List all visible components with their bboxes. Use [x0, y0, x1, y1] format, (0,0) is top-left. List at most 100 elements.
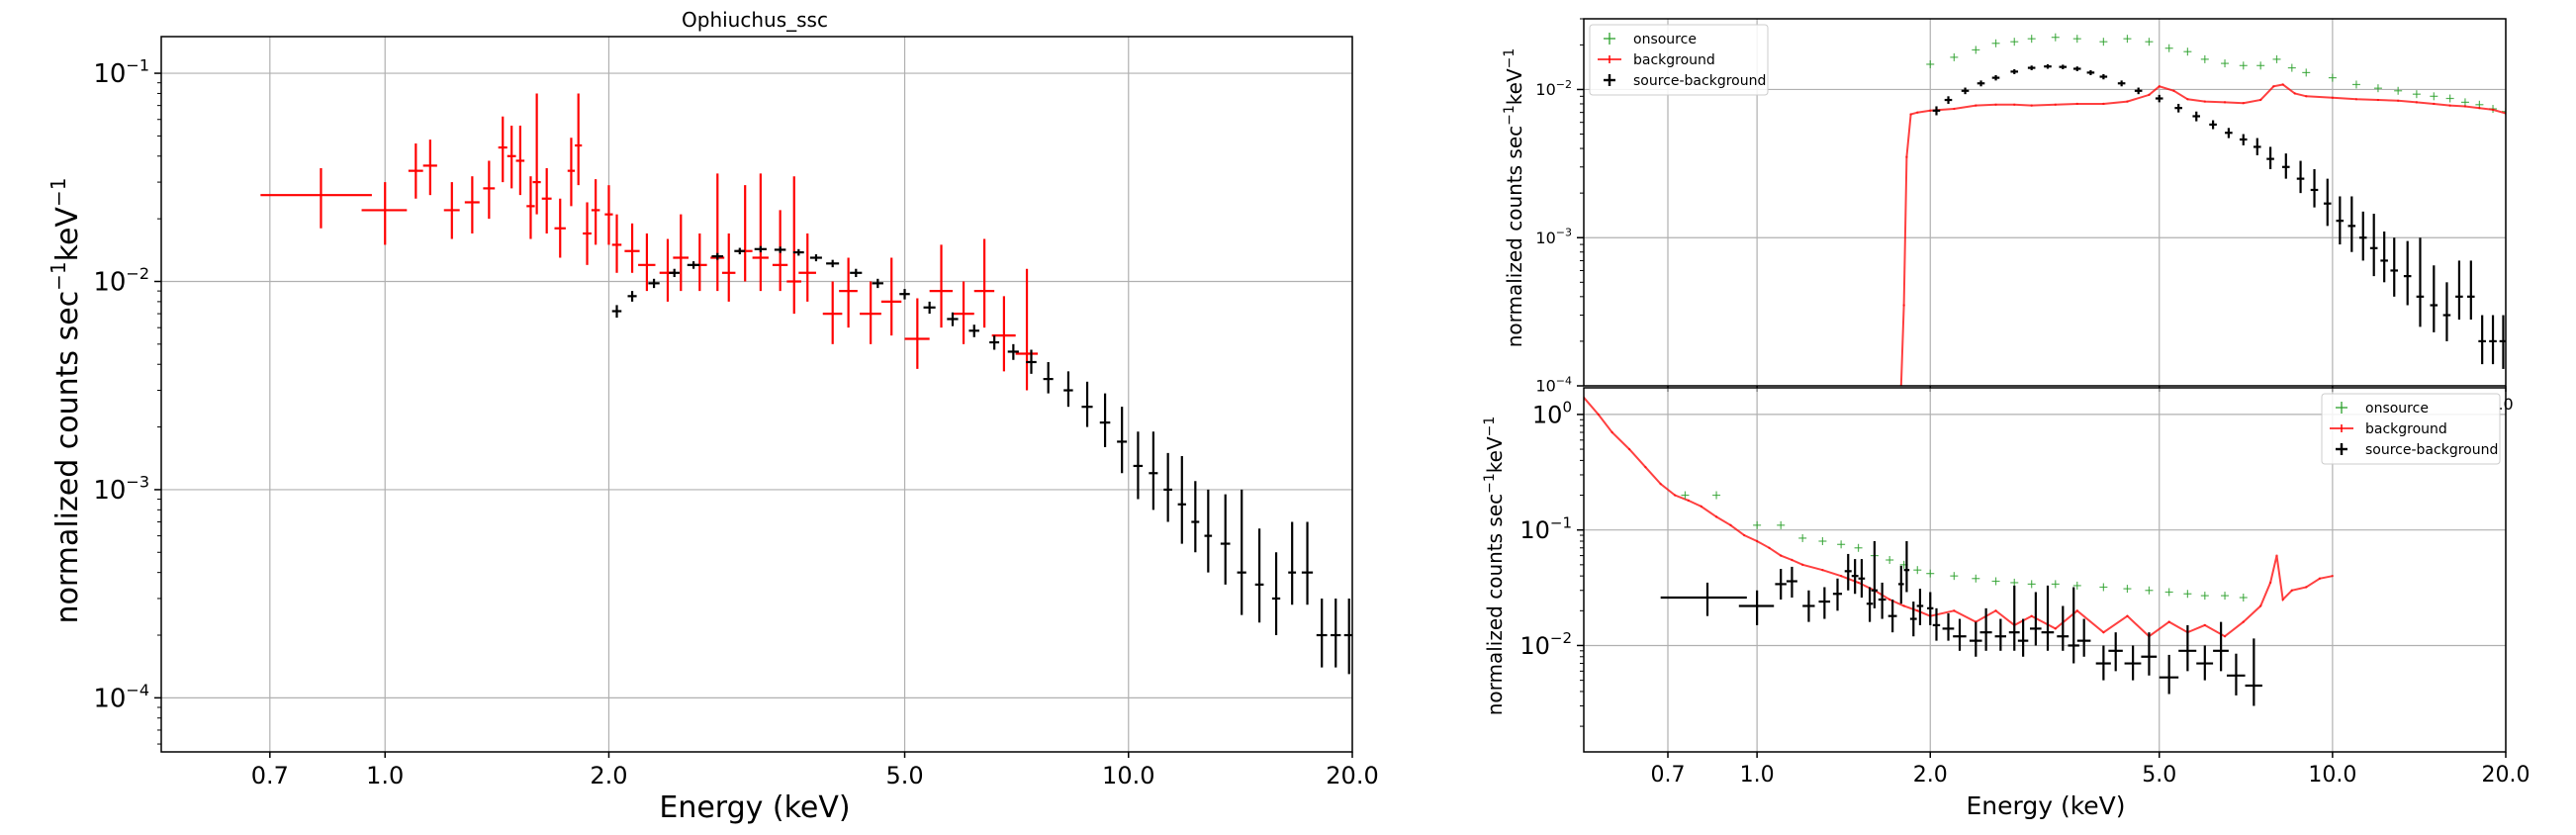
data-point — [1644, 465, 1647, 469]
data-point — [2041, 585, 2055, 651]
data-point — [1775, 569, 1787, 600]
data-point — [1818, 587, 1831, 619]
data-point — [1627, 447, 1631, 451]
data-point — [1932, 106, 1941, 116]
data-point — [2075, 102, 2078, 106]
y-tick-label: 10−1 — [1519, 513, 1572, 544]
data-point — [1007, 343, 1019, 360]
data-point — [2172, 89, 2175, 92]
data-point — [2302, 68, 2311, 77]
data-point — [2489, 315, 2497, 365]
data-point — [1977, 80, 1985, 87]
data-point — [1972, 46, 1980, 54]
data-point — [1133, 431, 1144, 500]
data-point — [786, 176, 802, 315]
data-point — [2054, 627, 2057, 630]
data-point — [1673, 494, 1677, 497]
data-point — [2203, 623, 2207, 627]
legend: onsource background source-background — [2321, 393, 2501, 465]
data-point — [2281, 153, 2290, 179]
data-point — [2057, 605, 2070, 651]
data-point — [2305, 586, 2308, 589]
data-point — [464, 176, 480, 233]
data-point — [567, 138, 576, 207]
data-point — [611, 305, 622, 319]
data-point — [1026, 349, 1037, 374]
data-point — [1271, 552, 1281, 636]
data-point — [2258, 604, 2262, 607]
data-point — [2416, 237, 2425, 327]
data-point — [2502, 107, 2506, 116]
data-point — [1753, 520, 1762, 529]
data-point — [2463, 105, 2467, 108]
y-tick-label: 10−3 — [93, 472, 149, 506]
data-point — [2373, 84, 2382, 93]
data-point — [1316, 598, 1328, 668]
left-chart: Ophiuchus_ssc Energy (keV) normalized co… — [46, 8, 1379, 825]
data-point — [1117, 407, 1128, 474]
data-point — [2445, 94, 2454, 103]
data-point — [2242, 101, 2245, 105]
data-point — [1961, 87, 1970, 95]
series-source-background — [1932, 63, 2506, 369]
x-axis-label: Energy (keV) — [659, 790, 850, 825]
data-point — [2491, 108, 2495, 112]
axes-frame — [160, 36, 1353, 753]
data-point — [2290, 589, 2294, 592]
data-point — [1953, 107, 1956, 111]
data-point — [1220, 494, 1231, 585]
data-point — [952, 281, 974, 344]
data-point — [2010, 578, 2019, 587]
axes-frame — [1583, 387, 2507, 753]
y-tick-label: 10−2 — [93, 264, 149, 298]
x-tick-label: 0.7 — [1651, 763, 1686, 788]
data-point — [673, 214, 690, 292]
data-point — [624, 223, 640, 273]
data-point — [2174, 103, 2182, 113]
data-point — [2059, 64, 2068, 69]
data-point — [1800, 563, 1804, 567]
data-point — [809, 254, 822, 262]
data-point — [260, 168, 372, 229]
data-point — [2102, 102, 2105, 106]
x-tick-label: 1.0 — [1740, 763, 1775, 788]
data-point — [1081, 381, 1093, 427]
data-point — [2281, 83, 2284, 86]
data-point — [1015, 268, 1039, 391]
data-point — [2223, 635, 2227, 638]
data-point — [1950, 572, 1959, 581]
data-point — [2095, 645, 2111, 681]
data-point — [1903, 541, 1910, 593]
series-onsource — [1926, 33, 2506, 116]
x-tick-label: 5.0 — [2142, 763, 2176, 788]
data-point — [860, 281, 881, 344]
data-point — [1204, 489, 1213, 573]
legend: onsource background source-background — [1589, 24, 1769, 96]
data-point — [2442, 282, 2451, 341]
data-point — [1857, 581, 1860, 585]
data-point — [2008, 585, 2020, 651]
data-point — [1887, 598, 1891, 602]
data-point — [1254, 528, 1264, 623]
data-point — [737, 185, 753, 282]
data-point — [2323, 178, 2332, 227]
data-point — [1851, 559, 1859, 595]
data-point — [1942, 612, 1955, 641]
data-point — [2108, 632, 2123, 672]
data-point — [2141, 632, 2158, 676]
data-point — [1738, 590, 1775, 625]
y-axis-label: normalized counts sec−1keV−1 — [1482, 417, 1507, 716]
legend-entry: onsource — [2336, 401, 2429, 417]
data-point — [798, 232, 816, 302]
data-point — [1780, 554, 1783, 557]
data-point — [2221, 59, 2230, 68]
data-point — [872, 278, 883, 289]
plot-area — [260, 93, 1352, 675]
x-tick-label: 2.0 — [590, 762, 627, 789]
data-point — [1163, 452, 1172, 522]
data-point — [1905, 155, 1908, 158]
data-point — [2076, 618, 2091, 657]
y-tick-label: 10−3 — [1535, 227, 1572, 247]
data-point — [1786, 566, 1797, 599]
